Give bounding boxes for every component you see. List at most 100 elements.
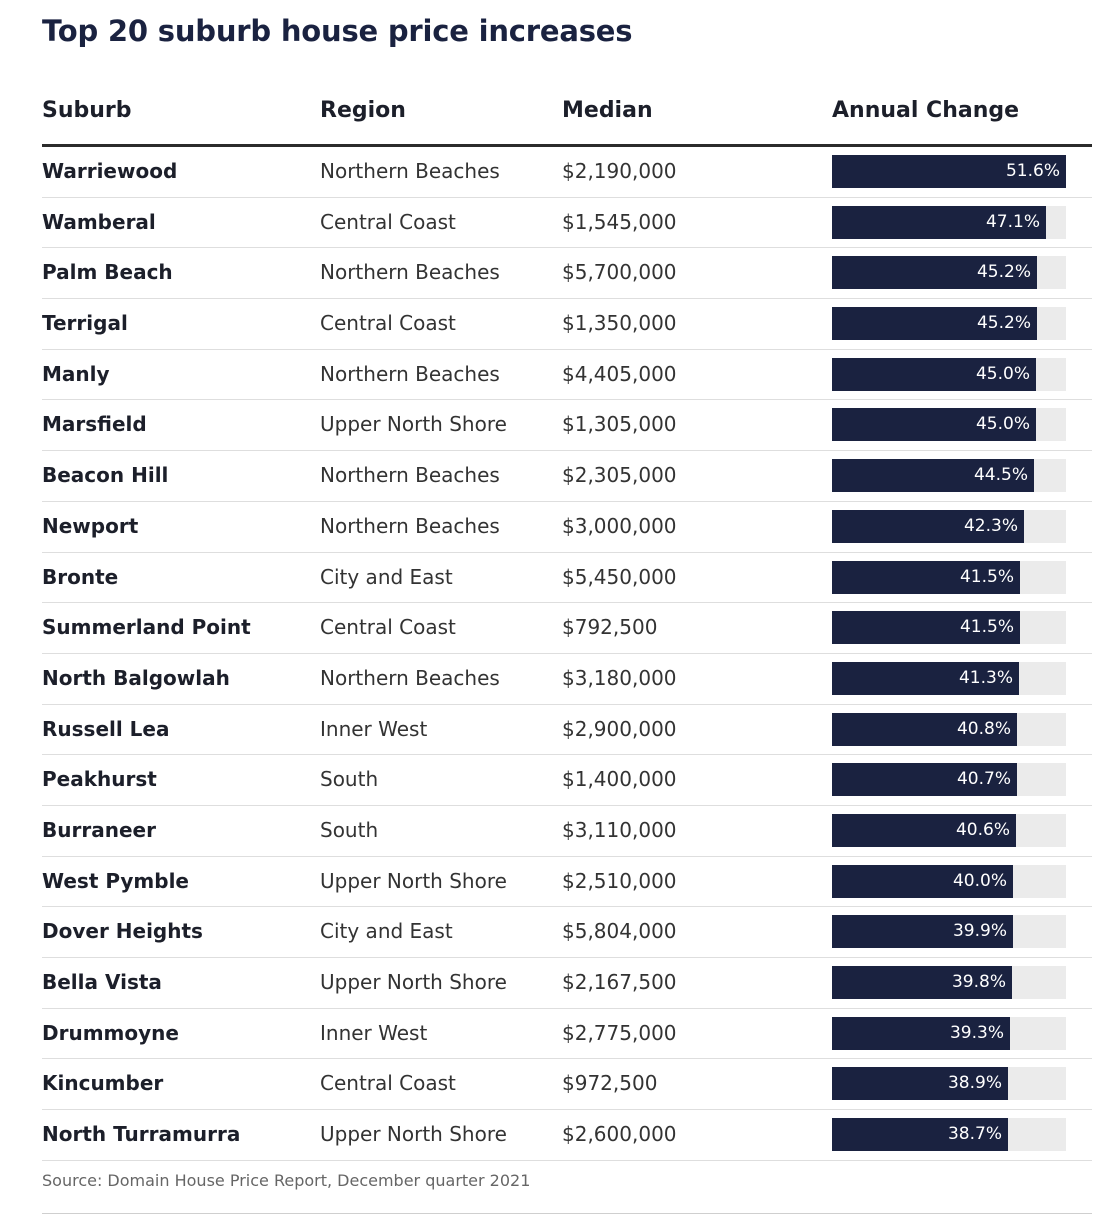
cell-suburb: Dover Heights (42, 919, 203, 944)
cell-median: $792,500 (562, 615, 658, 640)
cell-median: $2,600,000 (562, 1122, 677, 1147)
cell-region: Upper North Shore (320, 412, 507, 437)
cell-median: $1,400,000 (562, 767, 677, 792)
table-body: Warriewood Northern Beaches $2,190,000 51.6… (42, 147, 1092, 1161)
cell-suburb: Bronte (42, 564, 119, 589)
cell-suburb: Bella Vista (42, 970, 162, 994)
table-row: Newport Northern Beaches $3,000,000 42.3% (42, 502, 1092, 553)
bar-track: 38.9% (832, 1067, 1066, 1101)
table-row: Palm Beach Northern Beaches $5,700,000 45.2… (42, 248, 1092, 300)
cell-region: Central Coast (320, 1071, 456, 1096)
cell-median: $2,900,000 (562, 716, 677, 741)
price-increase-table: Suburb Region Median Annual Change Warri… (42, 86, 1092, 1161)
change-value-label: 41.5% (959, 566, 1014, 587)
change-value-label: 38.7% (947, 1124, 1002, 1145)
change-bar: 40.7% (832, 763, 1017, 797)
bar-track: 44.5% (832, 459, 1066, 493)
cell-annual-change: 40.0% (832, 864, 1066, 898)
bar-track: 39.8% (832, 966, 1066, 999)
cell-annual-change: 41.5% (832, 611, 1066, 645)
cell-annual-change: 40.7% (832, 763, 1066, 797)
cell-median: $5,804,000 (562, 919, 677, 944)
change-value-label: 47.1% (985, 211, 1040, 232)
change-bar: 40.6% (832, 813, 1016, 847)
cell-region: Northern Beaches (320, 513, 500, 538)
cell-annual-change: 45.0% (832, 408, 1066, 442)
bar-track: 39.9% (832, 915, 1066, 949)
change-value-label: 45.0% (975, 414, 1030, 435)
cell-region: South (320, 817, 379, 842)
cell-annual-change: 47.1% (832, 205, 1066, 239)
cell-region: Central Coast (320, 311, 456, 336)
source-note: Source: Domain House Price Report, Decem… (42, 1171, 531, 1190)
change-value-label: 39.3% (949, 1022, 1004, 1043)
cell-suburb: Marsfield (42, 412, 147, 437)
cell-median: $5,450,000 (562, 564, 677, 589)
cell-suburb: Palm Beach (42, 260, 173, 285)
table-row: Wamberal Central Coast $1,545,000 47.1% (42, 198, 1092, 249)
bar-track: 39.3% (832, 1016, 1066, 1050)
change-bar: 45.0% (832, 357, 1036, 391)
cell-annual-change: 38.7% (832, 1118, 1066, 1152)
bar-track: 45.0% (832, 408, 1066, 442)
bar-track: 47.1% (832, 205, 1066, 239)
column-header-annual-change: Annual Change (832, 98, 1020, 123)
cell-suburb: Warriewood (42, 159, 178, 183)
change-bar: 45.2% (832, 256, 1037, 290)
cell-annual-change: 41.3% (832, 661, 1066, 695)
table-row: Beacon Hill Northern Beaches $2,305,000 44.… (42, 451, 1092, 502)
cell-suburb: Drummoyne (42, 1020, 179, 1045)
table-row: Warriewood Northern Beaches $2,190,000 51.6… (42, 147, 1092, 198)
table-row: Dover Heights City and East $5,804,000 39.9… (42, 907, 1092, 958)
table-row: North Balgowlah Northern Beaches $3,180,00… (42, 654, 1092, 705)
change-bar: 45.2% (832, 307, 1037, 341)
change-value-label: 40.8% (956, 718, 1011, 739)
change-bar: 47.1% (832, 205, 1046, 239)
chart-title: Top 20 suburb house price increases (42, 14, 633, 48)
column-header-region: Region (320, 98, 406, 123)
cell-suburb: Kincumber (42, 1071, 164, 1096)
cell-median: $3,110,000 (562, 817, 677, 842)
cell-annual-change: 41.5% (832, 560, 1066, 594)
cell-suburb: North Balgowlah (42, 665, 230, 690)
cell-median: $1,545,000 (562, 209, 677, 234)
cell-median: $5,700,000 (562, 260, 677, 285)
cell-region: Northern Beaches (320, 463, 500, 488)
cell-suburb: Peakhurst (42, 767, 157, 792)
cell-annual-change: 40.6% (832, 813, 1066, 847)
change-value-label: 44.5% (973, 465, 1028, 486)
change-bar: 44.5% (832, 459, 1034, 493)
cell-annual-change: 45.2% (832, 256, 1066, 290)
cell-annual-change: 39.3% (832, 1016, 1066, 1050)
change-bar: 39.8% (832, 966, 1012, 999)
table-row: Bella Vista Upper North Shore $2,167,500 39… (42, 958, 1092, 1009)
change-value-label: 45.2% (976, 262, 1031, 283)
cell-region: Upper North Shore (320, 868, 507, 893)
table-header: Suburb Region Median Annual Change (42, 86, 1092, 147)
table-row: North Turramurra Upper North Shore $2,600,… (42, 1110, 1092, 1161)
cell-median: $2,775,000 (562, 1020, 677, 1045)
change-value-label: 40.0% (952, 870, 1007, 891)
change-bar: 38.9% (832, 1067, 1008, 1101)
cell-suburb: Burraneer (42, 817, 156, 842)
change-value-label: 45.2% (976, 313, 1031, 334)
bar-track: 51.6% (832, 155, 1066, 188)
table-row: Peakhurst South $1,400,000 40.7% (42, 755, 1092, 806)
cell-suburb: Russell Lea (42, 716, 170, 741)
cell-region: City and East (320, 919, 453, 944)
bar-track: 41.5% (832, 560, 1066, 594)
change-value-label: 41.3% (958, 667, 1013, 688)
change-value-label: 51.6% (1005, 161, 1060, 181)
cell-region: Inner West (320, 1020, 428, 1045)
cell-suburb: Beacon Hill (42, 463, 169, 488)
bar-track: 40.0% (832, 864, 1066, 898)
cell-median: $4,405,000 (562, 361, 677, 386)
cell-region: Northern Beaches (320, 260, 500, 285)
cell-annual-change: 44.5% (832, 459, 1066, 493)
cell-suburb: Wamberal (42, 209, 156, 234)
change-value-label: 39.8% (951, 972, 1006, 992)
cell-median: $3,180,000 (562, 665, 677, 690)
table-row: Summerland Point Central Coast $792,500 41.… (42, 603, 1092, 654)
cell-region: Northern Beaches (320, 665, 500, 690)
table-row: West Pymble Upper North Shore $2,510,000 40… (42, 857, 1092, 908)
